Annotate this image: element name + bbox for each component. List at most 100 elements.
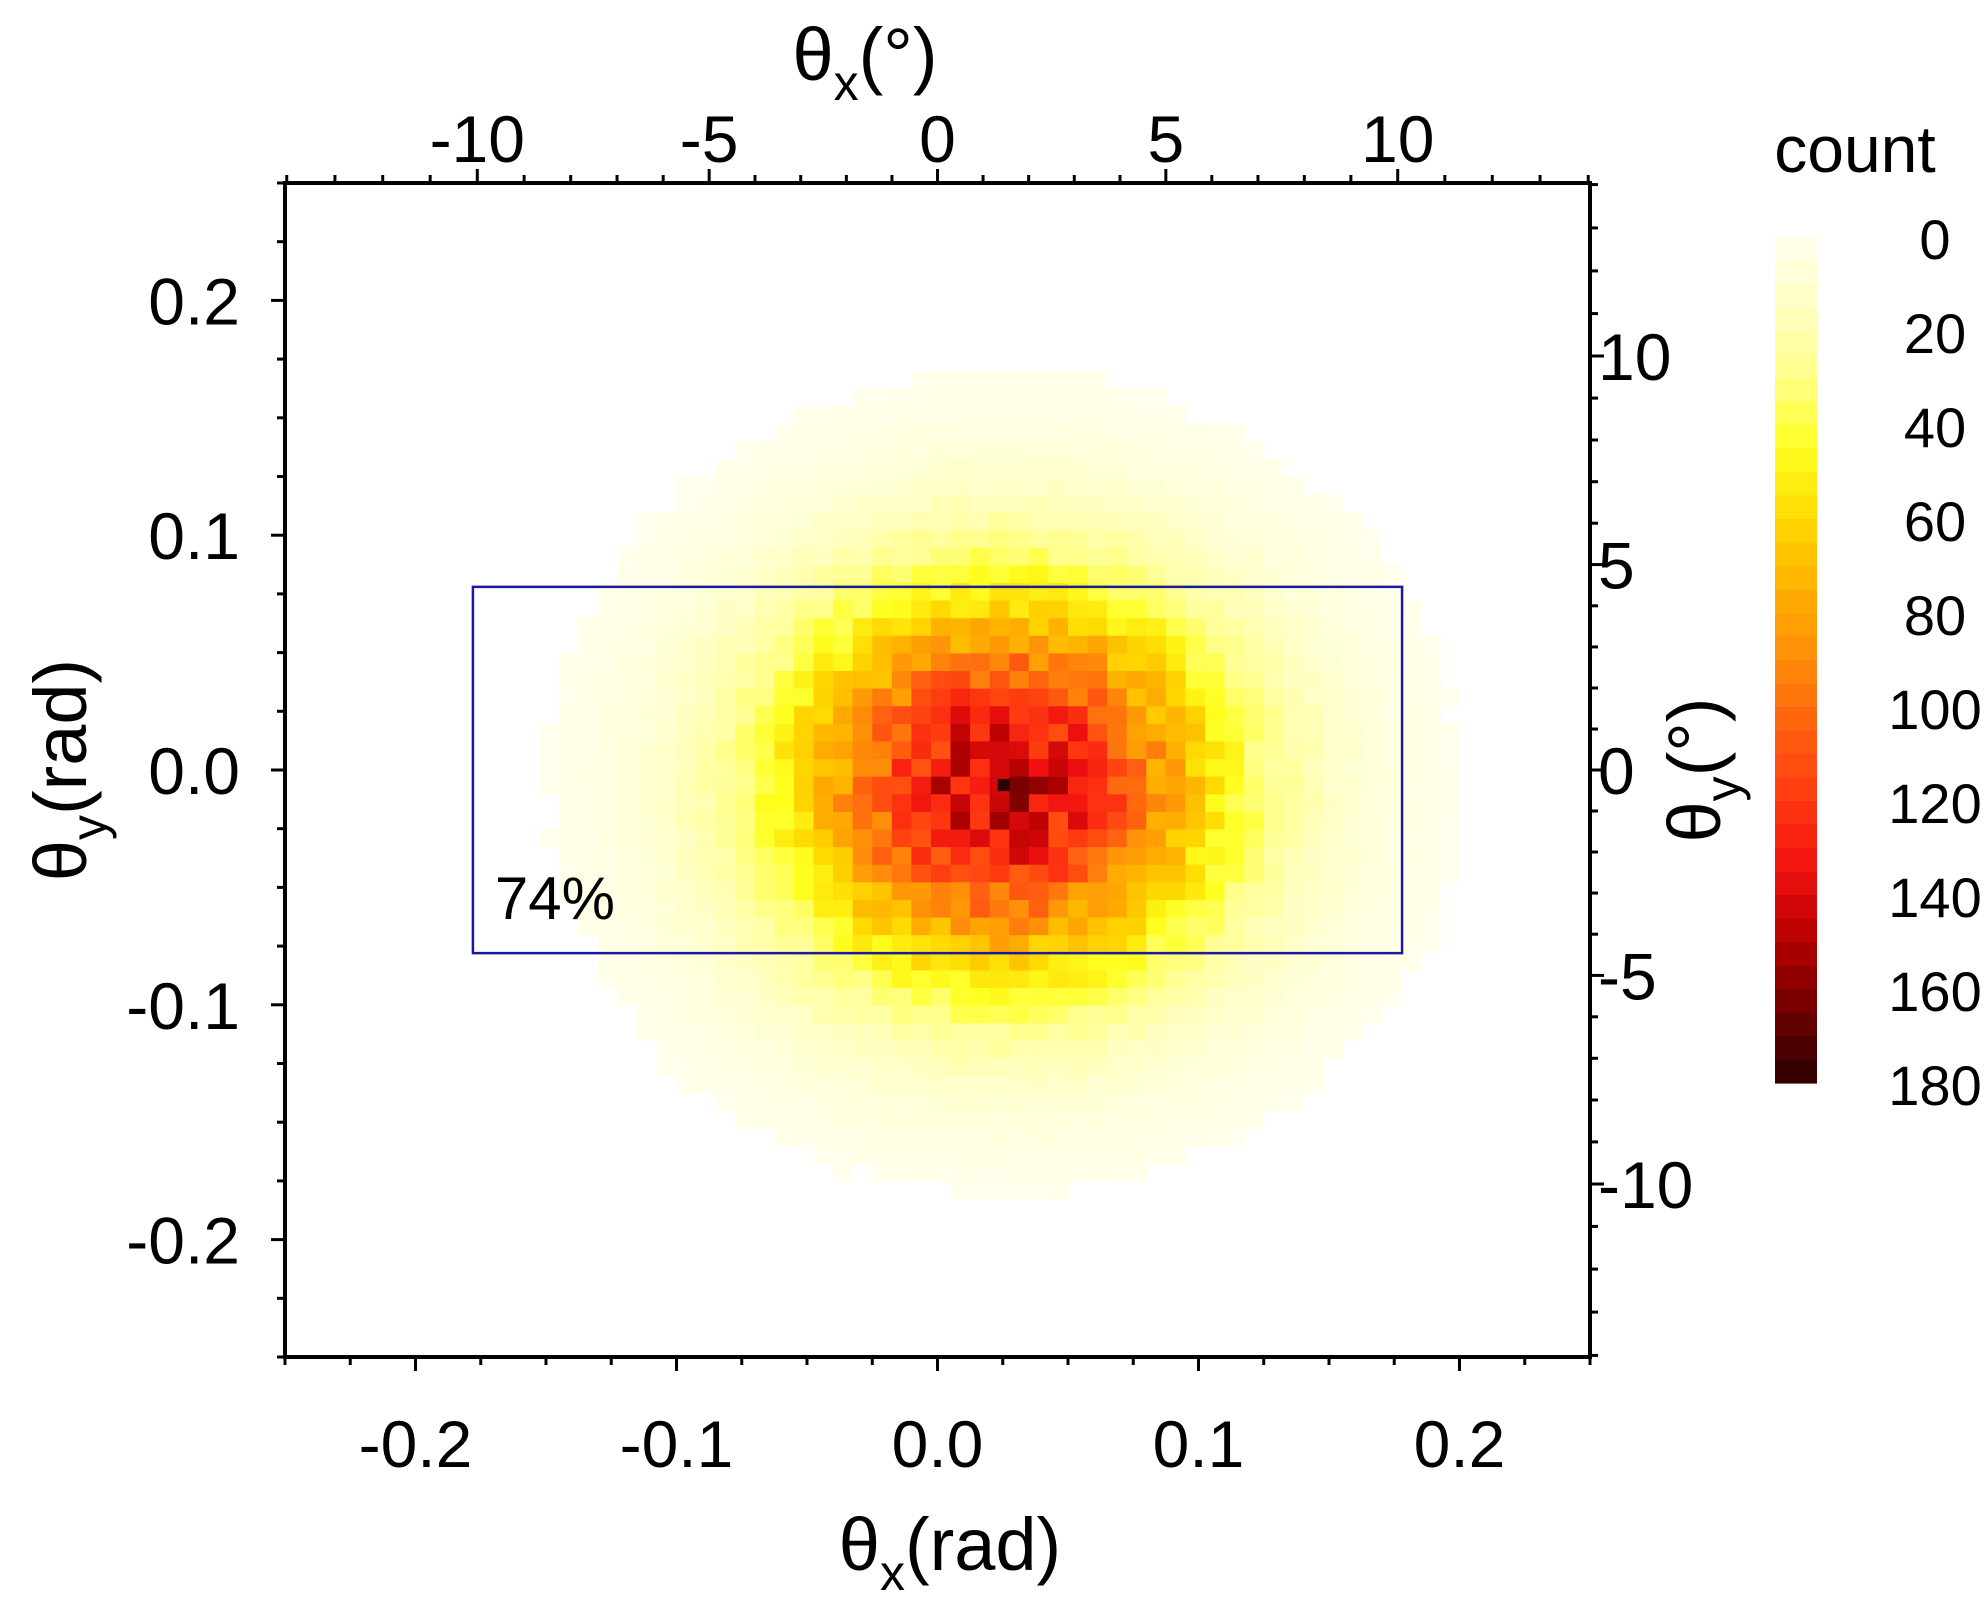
heatmap-cell <box>735 1004 756 1024</box>
x-tick-label: 0.1 <box>1153 1407 1245 1481</box>
heatmap-cell <box>676 740 697 760</box>
y2-axis-title: θy(°) <box>1653 697 1751 842</box>
heatmap-cell <box>637 511 658 531</box>
heatmap-cell <box>891 723 913 742</box>
heatmap-cell <box>989 582 1011 601</box>
heatmap-cell <box>637 634 658 654</box>
heatmap-cell <box>1009 652 1030 672</box>
heatmap-cell <box>1381 916 1402 936</box>
colorbar-segment <box>1775 942 1817 967</box>
heatmap-cell <box>930 370 952 390</box>
heatmap-cell <box>1068 1040 1089 1059</box>
heatmap-cell <box>813 881 834 900</box>
heatmap-cell <box>1165 564 1187 583</box>
heatmap-cell <box>813 546 834 566</box>
heatmap-cell <box>852 793 874 812</box>
heatmap-cell <box>813 1075 834 1094</box>
colorbar-segment <box>1775 636 1817 661</box>
heatmap-cell <box>1048 652 1069 672</box>
heatmap-cell <box>1028 1004 1050 1024</box>
heatmap-cell <box>970 1145 991 1165</box>
heatmap-cell <box>1361 634 1382 654</box>
heatmap-cell <box>1400 934 1422 953</box>
heatmap-cell <box>1048 1180 1069 1200</box>
heatmap-cell <box>637 546 658 566</box>
heatmap-cell <box>1185 599 1206 619</box>
heatmap-cell <box>1048 1004 1069 1024</box>
heatmap-cell <box>735 687 756 707</box>
heatmap-cell <box>578 634 599 654</box>
heatmap-cell <box>852 951 874 971</box>
heatmap-cell <box>754 546 776 566</box>
heatmap-cell <box>676 811 697 830</box>
heatmap-cell <box>989 916 1011 936</box>
heatmap-cell <box>1028 546 1050 566</box>
heatmap-cell <box>754 599 776 619</box>
heatmap-cell <box>676 899 697 918</box>
heatmap-cell <box>872 494 893 513</box>
heatmap-cell <box>1244 1004 1265 1024</box>
heatmap-cell <box>852 705 874 724</box>
heatmap-cell <box>1165 652 1187 672</box>
heatmap-cell <box>774 1057 795 1077</box>
heatmap-cell <box>950 370 971 390</box>
heatmap-cell <box>833 1004 854 1024</box>
heatmap-cell <box>950 863 971 883</box>
heatmap-cell <box>1342 969 1363 988</box>
heatmap-cell <box>1107 1040 1128 1059</box>
heatmap-cell <box>989 1075 1011 1094</box>
heatmap-cell <box>970 1163 991 1182</box>
heatmap-cell <box>598 775 619 795</box>
heatmap-cell <box>833 1128 854 1147</box>
heatmap-cell <box>1263 511 1285 531</box>
heatmap-cell <box>989 1163 1011 1182</box>
heatmap-cell <box>911 881 932 900</box>
heatmap-cell <box>1009 758 1030 777</box>
heatmap-cell <box>1302 511 1324 531</box>
heatmap-cell <box>1146 634 1167 654</box>
heatmap-cell <box>813 916 834 936</box>
heatmap-cell <box>559 740 580 760</box>
heatmap-cell <box>1087 987 1108 1006</box>
heatmap-cell <box>1185 687 1206 707</box>
heatmap-cell <box>1107 1075 1128 1094</box>
heatmap-cell <box>1322 634 1343 654</box>
heatmap-cell <box>656 652 678 672</box>
heatmap-cell <box>696 775 717 795</box>
heatmap-cell <box>1302 1004 1324 1024</box>
heatmap-cell <box>852 406 874 425</box>
heatmap-cell <box>637 881 658 900</box>
heatmap-cell <box>1263 617 1285 636</box>
heatmap-cell <box>754 951 776 971</box>
heatmap-cell <box>1302 775 1324 795</box>
heatmap-cell <box>1400 740 1422 760</box>
heatmap-cell <box>930 458 952 478</box>
heatmap-cell <box>1068 793 1089 812</box>
heatmap-cell <box>735 634 756 654</box>
heatmap-cell <box>1048 1040 1069 1059</box>
heatmap-cell <box>1263 652 1285 672</box>
heatmap-cell <box>1165 1004 1187 1024</box>
heatmap-cell <box>1087 775 1108 795</box>
colorbar-segment <box>1775 260 1817 285</box>
axis-tick-labels: -0.2 -0.1 0.0 0.1 0.2-0.2-0.10.00.10.2-10 -5 0… <box>126 102 1693 1481</box>
heatmap-cell <box>911 1128 932 1147</box>
heatmap-cell <box>715 652 737 672</box>
heatmap-cell <box>989 423 1011 443</box>
heatmap-cell <box>1048 511 1069 531</box>
heatmap-cell <box>1009 441 1030 460</box>
heatmap-cell <box>656 863 678 883</box>
heatmap-cell <box>950 1180 971 1200</box>
heatmap-cell <box>1028 670 1050 689</box>
heatmap-cell <box>1400 599 1422 619</box>
heatmap-cell <box>656 511 678 531</box>
heatmap-cell <box>813 828 834 848</box>
heatmap-cell <box>891 617 913 636</box>
heatmap-cell <box>872 951 893 971</box>
heatmap-cell <box>1087 652 1108 672</box>
heatmap-cell <box>989 388 1011 407</box>
heatmap-cell <box>872 406 893 425</box>
heatmap-cell <box>1244 740 1265 760</box>
heatmap-cell <box>1224 564 1245 583</box>
